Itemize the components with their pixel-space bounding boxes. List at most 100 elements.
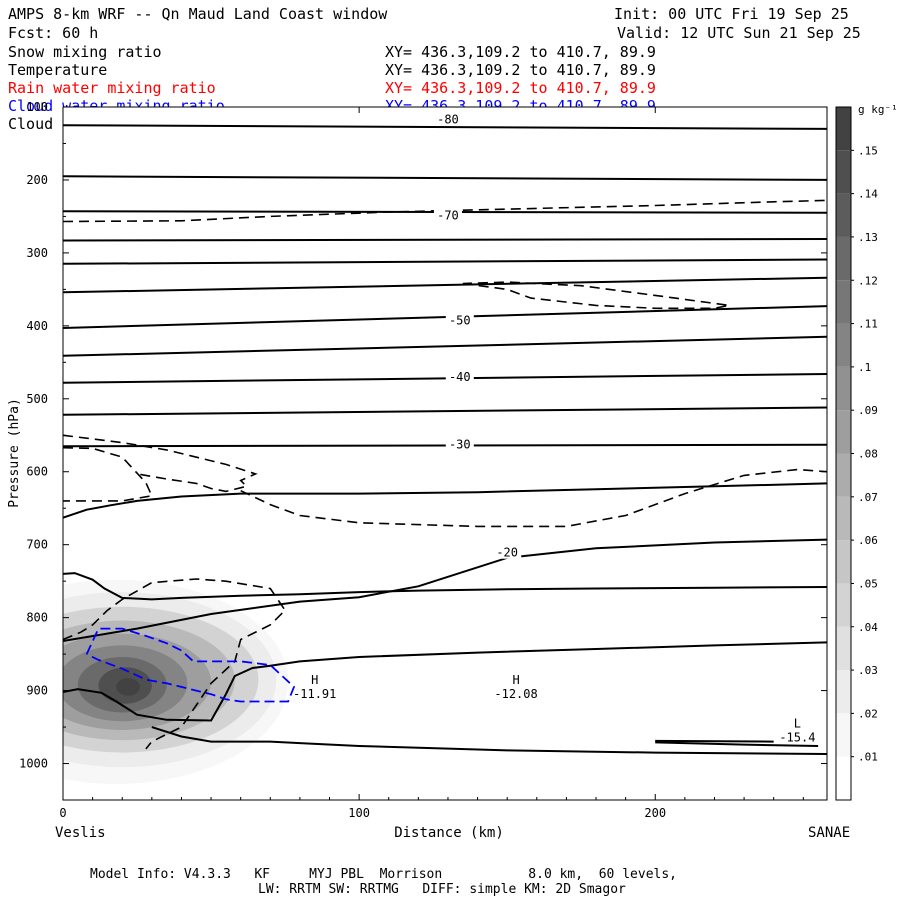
colorbar-tick-label: .09 — [858, 404, 878, 417]
isotherm-label: -40 — [449, 370, 471, 384]
cloud-ice-contour — [63, 578, 287, 750]
isotherm-labels: -80 -70 -50 -40 -30 -20 — [433, 111, 522, 560]
y-tick-label: 300 — [26, 246, 48, 260]
field-name: Temperature — [8, 61, 107, 79]
valid-time: Valid: 12 UTC Sun 21 Sep 25 — [617, 24, 861, 42]
colorbar-segment — [836, 280, 851, 324]
chart-title: AMPS 8-km WRF -- Qn Maud Land Coast wind… — [8, 5, 388, 23]
isotherm-line — [655, 739, 774, 743]
y-tick-label: 800 — [26, 611, 48, 625]
temperature-isotherms — [63, 124, 827, 755]
extrema-labels: H-11.91H-12.08L-15.4 — [293, 673, 815, 744]
isotherm-label-bg — [493, 544, 522, 559]
field-xy-range: XY= 436.3,109.2 to 410.7, 89.9 — [385, 43, 656, 61]
x-axis-label: Distance (km) — [394, 825, 504, 841]
colorbar-segment — [836, 713, 851, 757]
y-tick-label: 1000 — [19, 757, 48, 771]
colorbar-segment — [836, 366, 851, 411]
snow-shade-level — [116, 678, 140, 696]
isotherm-label-bg — [445, 368, 474, 383]
right-station-label: SANAE — [808, 825, 850, 841]
isotherm-label: -70 — [437, 209, 459, 223]
isotherm-label: -50 — [449, 314, 471, 328]
colorbar-segment — [836, 236, 851, 281]
colorbar-segment — [836, 453, 851, 497]
x-tick-label: 100 — [348, 806, 370, 820]
isotherm-line — [63, 238, 827, 242]
cloud-ice-contour — [63, 199, 827, 223]
colorbar-segment — [836, 410, 851, 454]
y-tick-label: 700 — [26, 538, 48, 552]
colorbar-tick-label: .03 — [858, 664, 878, 677]
extremum-symbol: H — [512, 673, 519, 687]
model-info-line2: LW: RRTM SW: RRTMG DIFF: simple KM: 2D S… — [258, 882, 626, 897]
colorbar-tick-label: .08 — [858, 448, 878, 461]
colorbar-tick-label: .11 — [858, 318, 878, 331]
isotherm-line — [63, 124, 827, 130]
isotherm-line — [151, 726, 827, 755]
field-name: Snow mixing ratio — [8, 43, 162, 61]
colorbar-frame — [835, 106, 852, 801]
left-station-label: Veslis — [55, 825, 106, 841]
colorbar-tick-label: .04 — [858, 621, 878, 634]
isotherm-line — [63, 572, 827, 601]
isotherm-line — [63, 688, 227, 722]
isotherm-label-bg — [433, 207, 462, 222]
colorbar-tick-label: .05 — [858, 577, 878, 590]
colorbar-tick-label: .12 — [858, 274, 878, 287]
plot-frame — [62, 106, 828, 801]
cloud-water-contours — [85, 627, 296, 703]
colorbar-tick-label: .1 — [858, 361, 871, 374]
isotherm-label-bg — [445, 312, 474, 327]
y-axis-label: Pressure (hPa) — [7, 398, 22, 508]
extremum-symbol: H — [311, 673, 318, 687]
colorbar-tick-label: .02 — [858, 707, 878, 720]
isotherm-line — [63, 335, 827, 357]
colorbar: .01 .02 .03 .04 .05 .06 .07 .08 .09 .1 .11 .12 .13 .1… — [835, 106, 878, 801]
y-tick-label: 200 — [26, 173, 48, 187]
isotherm-label: -80 — [437, 112, 459, 126]
field-xy-range: XY= 436.3,109.2 to 410.7, 89.9 — [385, 79, 656, 97]
cloud-ice-contour — [63, 446, 153, 502]
isotherm-line — [63, 482, 827, 519]
y-tick-label: 600 — [26, 465, 48, 479]
isotherm-line — [63, 373, 827, 384]
isotherm-label-bg — [433, 111, 462, 126]
y-tick-label: 400 — [26, 319, 48, 333]
y-axis: 100 200 300 400 500 600 700 800 900 1000 — [19, 100, 827, 801]
y-tick-label: 100 — [26, 100, 48, 114]
isotherm-line — [655, 741, 819, 747]
isotherm-line — [63, 175, 827, 181]
cloud-ice-contours — [63, 199, 827, 750]
isotherm-label: -20 — [496, 546, 518, 560]
colorbar-segment — [836, 496, 851, 541]
isotherm-line — [63, 276, 827, 294]
isotherm-line — [225, 641, 827, 695]
isotherm-label-bg — [445, 436, 474, 451]
colorbar-segment — [836, 583, 851, 627]
field-xy-range: XY= 436.3,109.2 to 410.7, 89.9 — [385, 61, 656, 79]
colorbar-segment — [836, 626, 851, 671]
colorbar-segment — [836, 323, 851, 367]
field-name: Rain water mixing ratio — [8, 79, 216, 97]
extremum-value: -15.4 — [779, 730, 815, 744]
extremum-value: -12.08 — [494, 687, 537, 701]
model-info-line1: Model Info: V4.3.3 KF MYJ PBL Morrison 8… — [90, 867, 677, 882]
colorbar-segment — [836, 670, 851, 714]
isotherm-line — [63, 305, 827, 329]
isotherm-line — [63, 406, 827, 416]
cloud-water-contour — [85, 627, 296, 703]
colorbar-segment — [836, 193, 851, 237]
isotherm-line — [63, 258, 827, 265]
forecast-hour: Fcst: 60 h — [8, 24, 98, 42]
colorbar-tick-label: .13 — [858, 231, 878, 244]
isotherm-line — [63, 443, 827, 448]
colorbar-unit: g kg⁻¹ — [858, 103, 898, 116]
colorbar-segment — [836, 540, 851, 584]
y-tick-label: 900 — [26, 684, 48, 698]
x-axis: 0 100 200 — [59, 107, 804, 820]
colorbar-tick-label: .07 — [858, 491, 878, 504]
x-tick-label: 0 — [59, 806, 66, 820]
colorbar-tick-label: .06 — [858, 534, 878, 547]
colorbar-tick-label: .01 — [858, 751, 878, 764]
